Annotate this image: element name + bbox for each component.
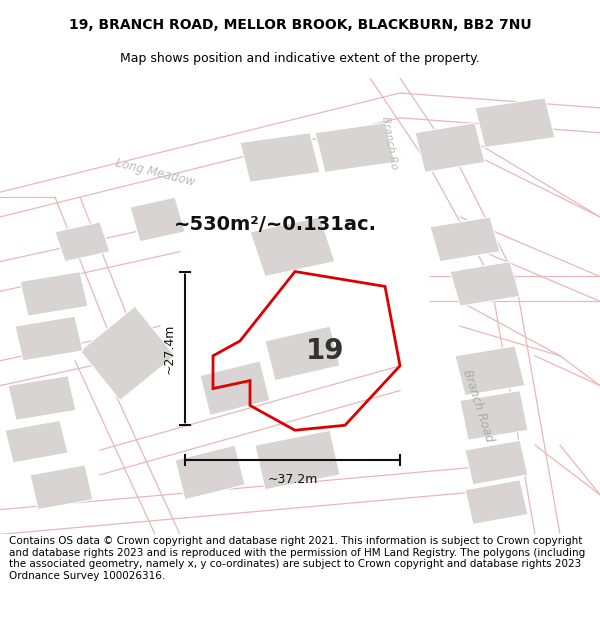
Polygon shape bbox=[8, 376, 76, 420]
Polygon shape bbox=[250, 217, 335, 276]
Polygon shape bbox=[15, 316, 83, 361]
Text: ~530m²/~0.131ac.: ~530m²/~0.131ac. bbox=[173, 216, 377, 234]
Text: Branch Ro: Branch Ro bbox=[380, 116, 400, 170]
Polygon shape bbox=[460, 391, 528, 440]
Text: ~27.4m: ~27.4m bbox=[163, 323, 176, 374]
Polygon shape bbox=[315, 122, 395, 172]
Polygon shape bbox=[175, 445, 245, 499]
Polygon shape bbox=[130, 197, 185, 242]
Polygon shape bbox=[450, 262, 520, 306]
Polygon shape bbox=[5, 420, 68, 463]
Polygon shape bbox=[20, 271, 88, 316]
Text: Branch Road: Branch Road bbox=[460, 368, 496, 443]
Polygon shape bbox=[475, 98, 555, 148]
Polygon shape bbox=[240, 132, 320, 182]
Polygon shape bbox=[55, 222, 110, 262]
Polygon shape bbox=[465, 440, 528, 485]
Polygon shape bbox=[30, 465, 93, 509]
Text: Contains OS data © Crown copyright and database right 2021. This information is : Contains OS data © Crown copyright and d… bbox=[9, 536, 585, 581]
Polygon shape bbox=[415, 122, 485, 172]
Polygon shape bbox=[200, 361, 270, 416]
Text: 19: 19 bbox=[306, 337, 344, 365]
Text: ~37.2m: ~37.2m bbox=[268, 473, 317, 486]
Polygon shape bbox=[455, 346, 525, 396]
Text: 19, BRANCH ROAD, MELLOR BROOK, BLACKBURN, BB2 7NU: 19, BRANCH ROAD, MELLOR BROOK, BLACKBURN… bbox=[68, 18, 532, 32]
Polygon shape bbox=[465, 480, 528, 524]
Polygon shape bbox=[255, 430, 340, 490]
Polygon shape bbox=[80, 306, 175, 401]
Polygon shape bbox=[430, 217, 500, 262]
Text: Long Meadow: Long Meadow bbox=[114, 156, 196, 189]
Text: Map shows position and indicative extent of the property.: Map shows position and indicative extent… bbox=[120, 52, 480, 65]
Polygon shape bbox=[265, 326, 340, 381]
